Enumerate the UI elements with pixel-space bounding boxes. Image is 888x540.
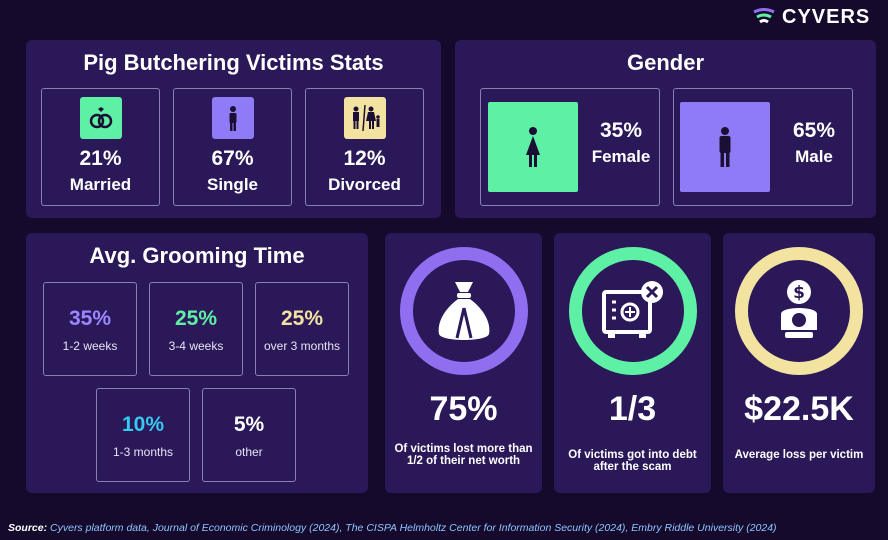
money-bag-icon xyxy=(438,282,489,340)
grooming-label: 3-4 weeks xyxy=(168,339,224,353)
stat-card-divorced: 12% Divorced xyxy=(305,88,424,206)
grooming-panel: Avg. Grooming Time 35% 1-2 weeks 25% 3-4… xyxy=(26,233,368,493)
kpi-ring xyxy=(399,247,528,375)
kpi-ring xyxy=(568,247,697,375)
source-text: Cyvers platform data, Journal of Economi… xyxy=(50,522,777,534)
gender-card-female: 35% Female xyxy=(480,88,660,206)
female-label: Female xyxy=(591,147,651,166)
stat-card-married: 21% Married xyxy=(41,88,160,206)
kpi-panel-average-loss: $ $22.5K Average loss per victim xyxy=(723,233,875,493)
kpi-panel-net-worth: 75% Of victims lost more than 1/2 of the… xyxy=(385,233,542,493)
kpi-value: 1/3 xyxy=(608,390,657,428)
grooming-title: Avg. Grooming Time xyxy=(89,243,305,268)
grooming-card-1-3-months: 10% 1-3 months xyxy=(96,388,190,482)
stat-divorced-label: Divorced xyxy=(328,175,401,194)
rings-icon xyxy=(79,97,122,139)
gender-panel: Gender 35% Female 65% Male xyxy=(455,40,876,218)
grooming-pct: 25% xyxy=(174,307,218,330)
dollar-person-icon: $ xyxy=(781,280,817,338)
grooming-label: other xyxy=(235,445,263,459)
svg-text:$: $ xyxy=(793,283,805,303)
grooming-card-3-4-weeks: 25% 3-4 weeks xyxy=(149,282,243,376)
kpi-value: 75% xyxy=(429,390,498,428)
stat-single-pct: 67% xyxy=(211,147,254,170)
gender-card-male: 65% Male xyxy=(673,88,853,206)
victims-stats-title: Pig Butchering Victims Stats xyxy=(83,50,384,75)
grooming-label: 1-3 months xyxy=(112,445,174,459)
stat-single-label: Single xyxy=(206,175,258,194)
stat-divorced-pct: 12% xyxy=(343,147,386,170)
kpi-ring: $ xyxy=(735,247,863,375)
stat-card-single: 67% Single xyxy=(173,88,292,206)
grooming-pct: 5% xyxy=(233,413,265,436)
grooming-pct: 10% xyxy=(121,413,165,436)
kpi-description: Average loss per victim xyxy=(734,449,864,461)
source-note: Source: Cyvers platform data, Journal of… xyxy=(8,522,777,534)
kpi-value: $22.5K xyxy=(744,390,854,428)
grooming-card-other: 5% other xyxy=(202,388,296,482)
grooming-pct: 35% xyxy=(68,307,112,330)
stat-married-label: Married xyxy=(69,175,132,194)
grooming-label: over 3 months xyxy=(263,339,341,353)
kpi-description: Of victims got into debt after the scam xyxy=(568,449,697,473)
grooming-card-1-2-weeks: 35% 1-2 weeks xyxy=(43,282,137,376)
cyvers-logo-icon xyxy=(753,7,775,23)
victims-stats-panel: Pig Butchering Victims Stats 21% Married… xyxy=(26,40,441,218)
brand-name: CYVERS xyxy=(782,6,871,28)
person-icon xyxy=(211,97,254,139)
source-label: Source: xyxy=(8,522,48,534)
female-pct: 35% xyxy=(599,119,643,142)
grooming-pct: 25% xyxy=(280,307,324,330)
grooming-label: 1-2 weeks xyxy=(62,339,118,353)
kpi-panel-debt: 1/3 Of victims got into debt after the s… xyxy=(554,233,711,493)
brand-logo: CYVERS xyxy=(752,6,870,29)
safe-icon xyxy=(601,281,663,338)
male-icon xyxy=(680,102,770,192)
stat-married-pct: 21% xyxy=(79,147,122,170)
female-icon xyxy=(488,102,578,192)
grooming-card-over-3-months: 25% over 3 months xyxy=(255,282,349,376)
kpi-description: Of victims lost more than 1/2 of their n… xyxy=(394,443,533,467)
family-icon xyxy=(343,97,386,139)
male-pct: 65% xyxy=(792,119,836,142)
gender-title: Gender xyxy=(626,50,705,75)
male-label: Male xyxy=(795,147,833,166)
